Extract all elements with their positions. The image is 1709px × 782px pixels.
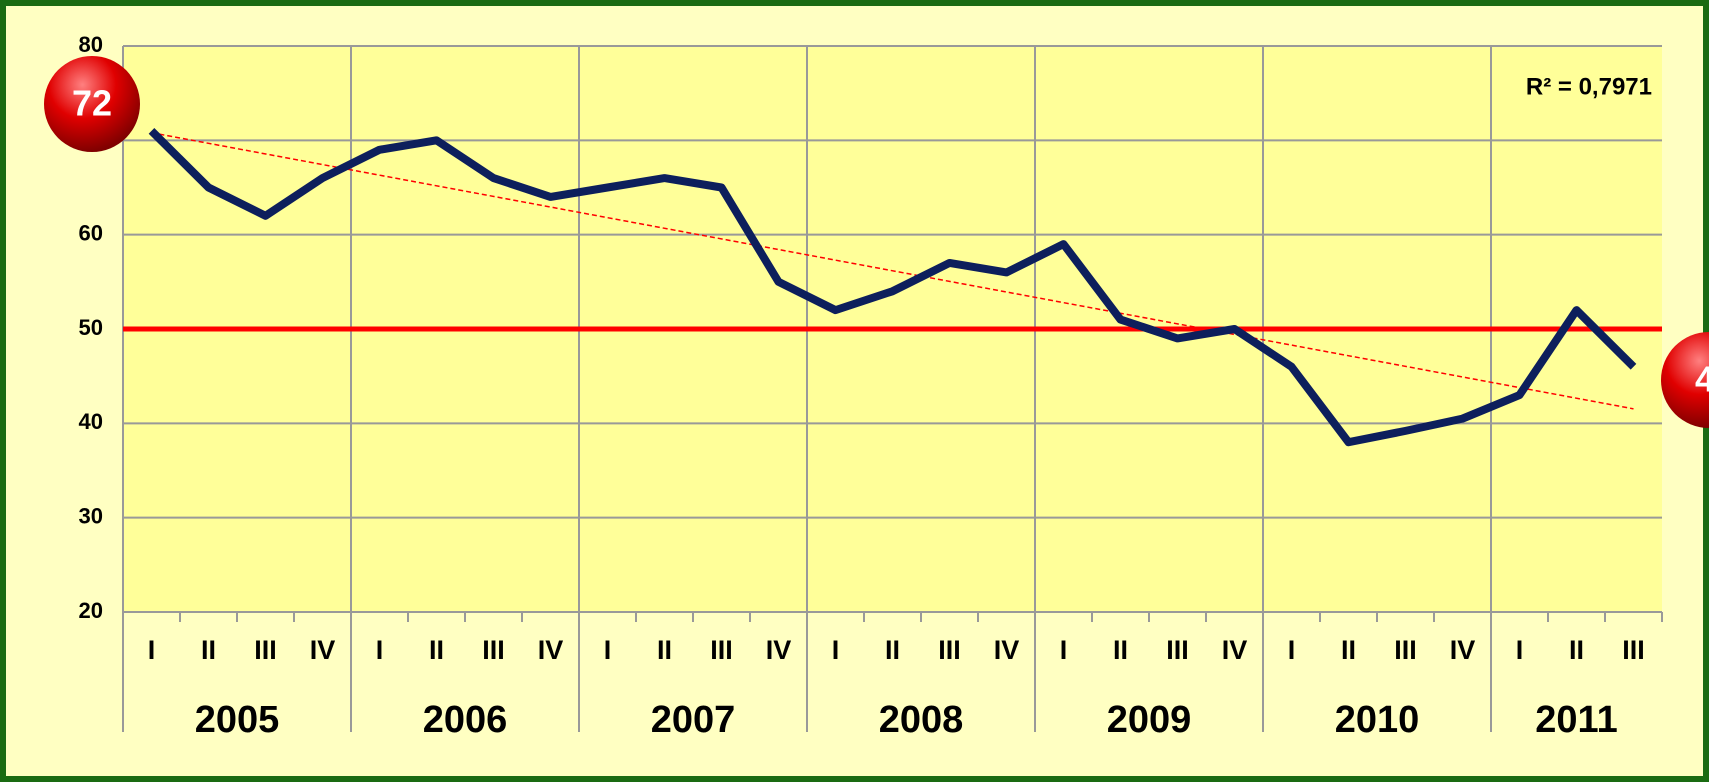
annotation: 4 <box>1695 359 1709 400</box>
y-tick-label: 40 <box>79 409 103 434</box>
x-tick-label: III <box>938 635 961 665</box>
y-tick-label: 60 <box>79 220 103 245</box>
x-tick-label: I <box>604 635 612 665</box>
x-tick-label: IV <box>994 635 1020 665</box>
x-tick-label: IV <box>310 635 336 665</box>
x-tick-label: IV <box>766 635 792 665</box>
x-tick-label: I <box>148 635 156 665</box>
x-group-label: 2011 <box>1535 699 1617 741</box>
x-tick-label: I <box>1060 635 1068 665</box>
x-tick-label: IV <box>1450 635 1476 665</box>
x-tick-label: III <box>1622 635 1645 665</box>
x-group-label: 2007 <box>651 699 736 741</box>
x-tick-label: I <box>1516 635 1524 665</box>
r-squared: R² = 0,7971 <box>1526 73 1652 100</box>
x-group-label: 2008 <box>879 699 964 741</box>
y-tick-label: 20 <box>79 598 103 623</box>
y-tick-label: 80 <box>79 32 103 57</box>
y-tick-label: 30 <box>79 503 103 528</box>
x-tick-label: I <box>832 635 840 665</box>
x-group-label: 2009 <box>1107 699 1192 741</box>
x-tick-label: II <box>1569 635 1584 665</box>
x-tick-label: IV <box>1222 635 1248 665</box>
x-group-label: 2010 <box>1335 699 1420 741</box>
x-tick-label: III <box>1394 635 1417 665</box>
x-group-label: 2005 <box>195 699 280 741</box>
y-tick-label: 50 <box>79 315 103 340</box>
data-line <box>148 128 1637 447</box>
trendline <box>151 131 1634 410</box>
x-tick-label: IV <box>538 635 564 665</box>
x-tick-label: II <box>201 635 216 665</box>
x-tick-label: II <box>885 635 900 665</box>
x-tick-label: I <box>376 635 384 665</box>
x-tick-label: II <box>1113 635 1128 665</box>
x-tick-label: III <box>1166 635 1189 665</box>
x-tick-label: II <box>429 635 444 665</box>
x-tick-label: II <box>1341 635 1356 665</box>
x-tick-label: II <box>657 635 672 665</box>
x-group-label: 2006 <box>423 699 508 741</box>
x-tick-label: III <box>254 635 277 665</box>
x-tick-label: I <box>1288 635 1296 665</box>
annotation-bubble <box>1661 332 1709 428</box>
annotation-bubble <box>44 56 140 152</box>
annotation: 72 <box>72 83 112 124</box>
x-tick-label: III <box>482 635 505 665</box>
x-tick-label: III <box>710 635 733 665</box>
